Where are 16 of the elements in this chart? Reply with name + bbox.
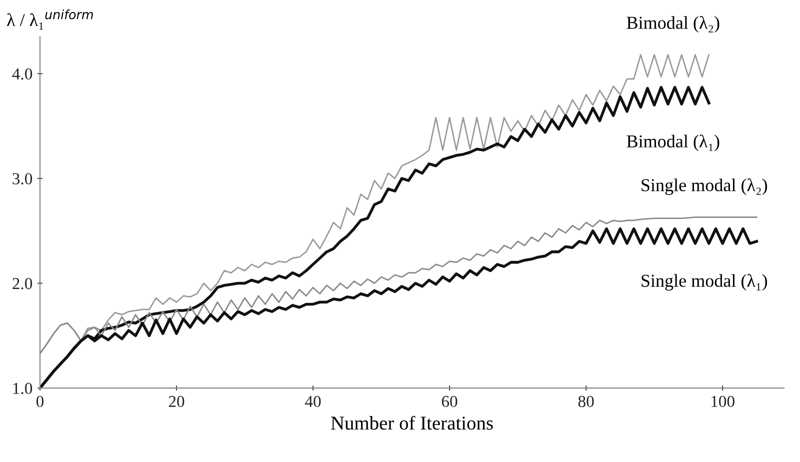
x-axis-title: Number of Iterations (331, 416, 493, 430)
y-axis-title: λ / λ₁$^{uniform}$ (6, 9, 93, 30)
series-label: Bimodal (λ₂) (626, 16, 720, 33)
x-tick-label: 60 (442, 396, 458, 408)
series-label: Single modal (λ₁) (642, 274, 768, 291)
series-label: Bimodal (λ₁) (626, 134, 720, 152)
y-tick-label: 2.0 (12, 278, 32, 290)
x-tick-label: 40 (305, 396, 321, 408)
y-tick-label: 1.0 (13, 382, 32, 394)
x-tick-label: 0 (36, 396, 44, 408)
y-tick-label: 4.0 (12, 68, 32, 80)
x-tick-label: 20 (168, 396, 184, 408)
x-tick-label: 80 (578, 396, 594, 408)
series-label: Single modal (λ₂) (642, 178, 768, 196)
y-tick-label: 3.0 (12, 173, 32, 184)
x-tick-label: 100 (712, 396, 734, 408)
